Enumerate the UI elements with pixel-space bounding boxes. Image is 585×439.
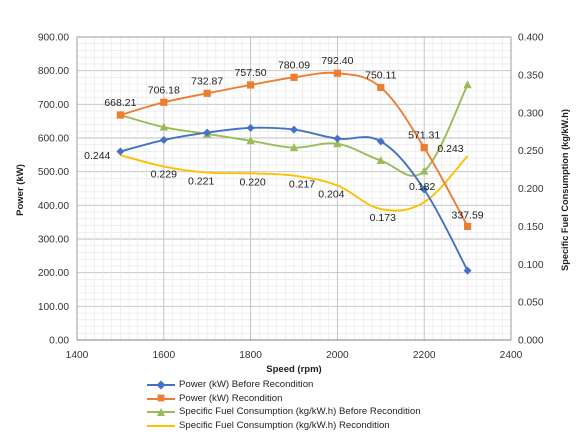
data-point-triangle	[463, 80, 472, 89]
data-point-diamond	[246, 123, 255, 132]
data-label-power-recondition: 792.40	[321, 55, 353, 67]
data-point-diamond	[463, 266, 472, 275]
y-tick-label: 700.00	[38, 100, 69, 111]
y-tick-label: 400.00	[38, 201, 69, 212]
y2-tick-label: 0.200	[518, 184, 544, 195]
data-label-sfc-recondition: 0.229	[151, 169, 177, 181]
legend-item: Power (kW) Before Recondition	[147, 378, 487, 392]
x-axis-label: Speed (rpm)	[266, 364, 321, 375]
x-tick-label: 2200	[413, 350, 436, 361]
series-markers	[116, 69, 472, 275]
y2-tick-label: 0.250	[518, 146, 544, 157]
y-tick-label: 100.00	[38, 302, 69, 313]
y2-tick-label: 0.150	[518, 222, 544, 233]
data-label-sfc-recondition: 0.244	[84, 150, 110, 162]
data-point-square	[160, 98, 168, 106]
legend-swatch	[147, 379, 175, 390]
gridlines	[76, 36, 512, 341]
data-label-power-recondition: 571.31	[408, 130, 440, 142]
legend-item: Specific Fuel Consumption (kg/kW.h) Reco…	[147, 419, 487, 433]
data-point-diamond	[333, 134, 342, 143]
y-tick-label: 300.00	[38, 235, 69, 246]
data-point-triangle	[376, 155, 385, 164]
data-point-diamond	[116, 147, 125, 156]
x-tick-label: 1600	[152, 350, 175, 361]
legend-item: Power (kW) Recondition	[147, 392, 487, 406]
legend: Power (kW) Before Recondition Power (kW) …	[147, 378, 487, 432]
data-point-triangle	[289, 143, 299, 152]
x-tick-label: 1400	[66, 350, 89, 361]
legend-label: Power (kW) Recondition	[179, 392, 283, 404]
data-label-sfc-recondition: 0.204	[318, 188, 344, 200]
data-point-square	[333, 69, 341, 77]
y-tick-label: 900.00	[38, 33, 69, 44]
y-tick-label: 200.00	[38, 268, 69, 279]
legend-label: Power (kW) Before Recondition	[179, 379, 314, 391]
data-point-square	[290, 73, 298, 81]
legend-item: Specific Fuel Consumption (kg/kW.h) Befo…	[147, 405, 487, 419]
legend-swatch	[147, 393, 175, 404]
data-labels: 668.21 706.18 732.87 757.50 780.09 792.40 750.…	[84, 55, 484, 224]
y2-tick-label: 0.000	[518, 336, 544, 347]
data-label-power-recondition: 780.09	[278, 59, 310, 71]
data-label-power-recondition: 706.18	[148, 84, 180, 96]
data-point-triangle	[333, 139, 342, 148]
data-label-power-recondition: 732.87	[191, 75, 223, 87]
axes	[76, 36, 512, 341]
y2-axis-label: Specific Fuel Consumption (kg/kW.h)	[560, 109, 570, 271]
legend-swatch	[147, 406, 175, 417]
data-point-square	[464, 222, 472, 230]
data-point-square	[420, 144, 428, 152]
y-axis-label: Power (kW)	[15, 164, 26, 216]
data-point-diamond	[420, 185, 429, 194]
data-label-sfc-recondition: 0.217	[289, 179, 315, 191]
tick-labels: 0.00 100.00 200.00 300.00 400.00 500.00 600.00…	[38, 33, 544, 362]
data-label-sfc-recondition: 0.243	[437, 143, 463, 155]
data-point-square	[247, 81, 255, 89]
data-point-square	[116, 111, 124, 119]
y-tick-label: 600.00	[38, 134, 69, 145]
data-point-triangle	[246, 136, 255, 145]
data-point-diamond	[376, 137, 385, 146]
y2-tick-label: 0.100	[518, 260, 544, 271]
data-label-sfc-recondition: 0.220	[239, 176, 265, 188]
data-point-diamond	[159, 136, 168, 145]
legend-label: Specific Fuel Consumption (kg/kW.h) Befo…	[179, 406, 421, 418]
data-label-power-recondition: 750.11	[365, 69, 396, 81]
y2-tick-label: 0.300	[518, 108, 544, 119]
x-tick-label: 2400	[500, 350, 523, 361]
y2-tick-label: 0.050	[518, 298, 544, 309]
y2-tick-label: 0.400	[518, 33, 544, 44]
legend-swatch	[147, 420, 175, 431]
data-label-power-recondition: 337.59	[452, 209, 484, 221]
data-point-triangle	[420, 166, 429, 175]
x-tick-label: 2000	[326, 350, 349, 361]
data-label-sfc-recondition: 0.173	[370, 212, 396, 224]
data-label-sfc-recondition: 0.182	[409, 181, 435, 193]
data-label-sfc-recondition: 0.221	[188, 176, 214, 188]
data-point-diamond	[290, 125, 298, 134]
y-tick-label: 0.00	[49, 336, 69, 347]
data-point-triangle	[159, 122, 168, 131]
x-tick-label: 1800	[239, 350, 262, 361]
y-tick-label: 800.00	[38, 66, 69, 77]
y-tick-label: 500.00	[38, 167, 69, 178]
y2-tick-label: 0.350	[518, 70, 544, 81]
data-label-power-recondition: 757.50	[235, 67, 267, 79]
data-point-square	[377, 83, 385, 92]
series-line-3	[120, 154, 469, 212]
data-point-square	[203, 89, 211, 97]
data-label-power-recondition: 668.21	[104, 97, 136, 109]
legend-label: Specific Fuel Consumption (kg/kW.h) Reco…	[179, 419, 390, 431]
data-point-diamond	[203, 128, 212, 137]
